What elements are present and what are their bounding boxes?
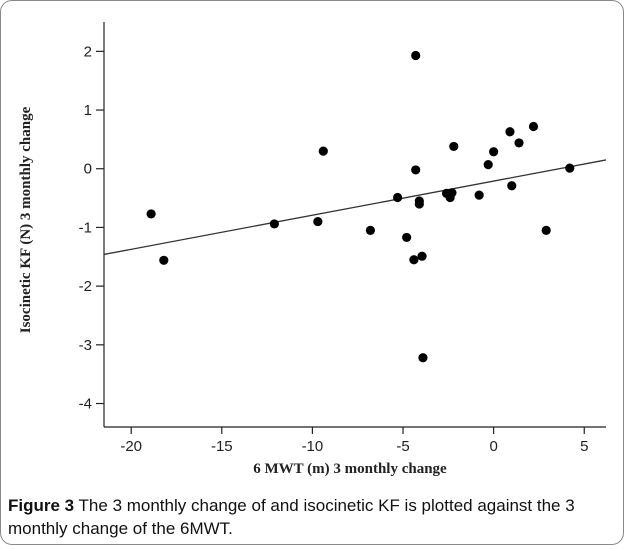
data-point bbox=[417, 251, 427, 261]
data-point bbox=[449, 141, 459, 152]
data-point bbox=[483, 160, 493, 170]
y-tick-label: -2 bbox=[79, 278, 92, 295]
data-point bbox=[365, 225, 376, 235]
x-tick-label: -10 bbox=[302, 438, 324, 455]
fit-line bbox=[103, 159, 607, 256]
data-point bbox=[414, 199, 424, 209]
axis-labels: 6 MWT (m) 3 monthly change Isocinetic KF… bbox=[18, 106, 447, 477]
caption-label: Figure 3 bbox=[8, 496, 75, 515]
data-point bbox=[514, 138, 524, 148]
data-point bbox=[313, 216, 323, 227]
x-tick-label: -15 bbox=[211, 438, 233, 455]
data-point bbox=[528, 121, 539, 132]
data-point bbox=[505, 127, 515, 137]
y-axis-title: Isocinetic KF (N) 3 monthly change bbox=[18, 106, 34, 333]
x-tick-label: 0 bbox=[489, 438, 497, 455]
y-tick-label: 2 bbox=[84, 43, 92, 60]
x-tick-label: -5 bbox=[396, 438, 409, 455]
data-point bbox=[269, 219, 279, 229]
data-point bbox=[146, 209, 156, 219]
fit-line-group bbox=[103, 159, 607, 256]
y-tick-label: -3 bbox=[79, 337, 92, 354]
y-tick-label: 1 bbox=[84, 102, 92, 119]
axes: -20 -15 -10 -5 0 5 2 1 0 -1 -2 -3 -4 bbox=[79, 22, 606, 455]
data-point bbox=[418, 353, 428, 363]
data-point bbox=[474, 190, 484, 200]
data-point bbox=[318, 146, 328, 156]
y-tick-label: -1 bbox=[79, 219, 92, 236]
x-axis-title: 6 MWT (m) 3 monthly change bbox=[253, 461, 447, 477]
data-point bbox=[402, 232, 412, 243]
data-point bbox=[565, 163, 575, 173]
data-points bbox=[146, 50, 575, 363]
data-point bbox=[392, 192, 403, 203]
x-tick-label: 5 bbox=[580, 438, 588, 455]
data-point bbox=[447, 188, 457, 198]
figure-caption: Figure 3 The 3 monthly change of and iso… bbox=[8, 494, 616, 540]
data-point bbox=[489, 147, 499, 157]
data-point bbox=[159, 255, 169, 265]
y-tick-label: 0 bbox=[84, 161, 92, 178]
caption-text: The 3 monthly change of and isocinetic K… bbox=[8, 496, 575, 538]
x-tick-label: -20 bbox=[120, 438, 142, 455]
data-point bbox=[411, 50, 421, 61]
data-point bbox=[411, 165, 421, 175]
scatter-plot: -20 -15 -10 -5 0 5 2 1 0 -1 -2 -3 -4 6 MWT (m) 3 mon… bbox=[18, 22, 607, 477]
data-point bbox=[541, 225, 551, 235]
data-point bbox=[409, 255, 419, 265]
y-tick-label: -4 bbox=[79, 396, 92, 413]
data-point bbox=[507, 181, 517, 191]
